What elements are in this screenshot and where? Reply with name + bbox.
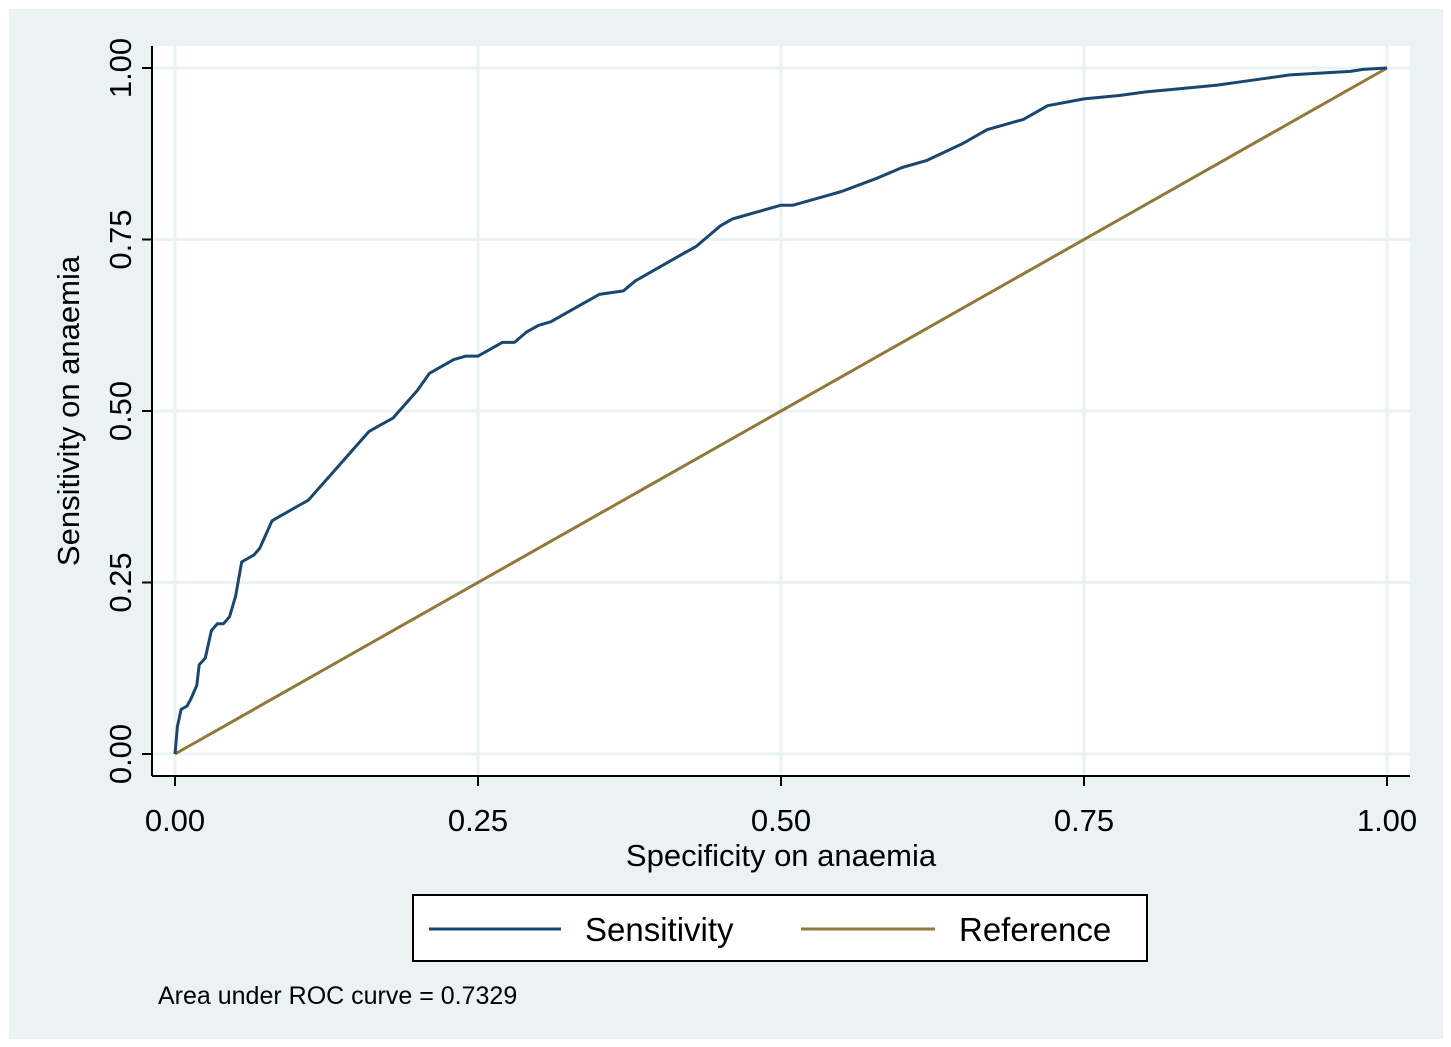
series-reference [174, 66, 1388, 756]
x-tick-label: 0.50 [751, 803, 811, 838]
y-axis-title: Sensitivity on anaemia [51, 255, 86, 566]
y-tick-label: 0.50 [103, 381, 138, 441]
legend-label-reference: Reference [959, 911, 1111, 948]
reference-line [174, 66, 1388, 756]
x-tick-label: 0.00 [145, 803, 205, 838]
sensitivity-line [173, 66, 1388, 755]
series [173, 66, 1388, 756]
legend-label-sensitivity: Sensitivity [585, 911, 734, 948]
x-tick-label: 0.25 [448, 803, 508, 838]
x-tick-label: 1.00 [1357, 803, 1417, 838]
x-axis-title: Specificity on anaemia [626, 838, 937, 873]
roc-chart: 0.00 0.25 0.50 0.75 1.00 0.00 0.25 0.50 0.75 1.00… [9, 9, 1443, 1039]
y-tick-label: 0.75 [103, 209, 138, 269]
y-tick-label: 0.00 [103, 724, 138, 784]
chart-canvas: 0.00 0.25 0.50 0.75 1.00 0.00 0.25 0.50 0.75 1.00… [51, 38, 1417, 1010]
y-tick-label: 1.00 [103, 38, 138, 98]
legend: Sensitivity Reference [412, 894, 1148, 962]
x-tick-label: 0.75 [1054, 803, 1114, 838]
ticks: 0.00 0.25 0.50 0.75 1.00 0.00 0.25 0.50 0.75 1.00 [103, 38, 1417, 838]
auc-annotation: Area under ROC curve = 0.7329 [158, 982, 517, 1010]
y-tick-label: 0.25 [103, 552, 138, 612]
series-sensitivity [173, 66, 1388, 755]
